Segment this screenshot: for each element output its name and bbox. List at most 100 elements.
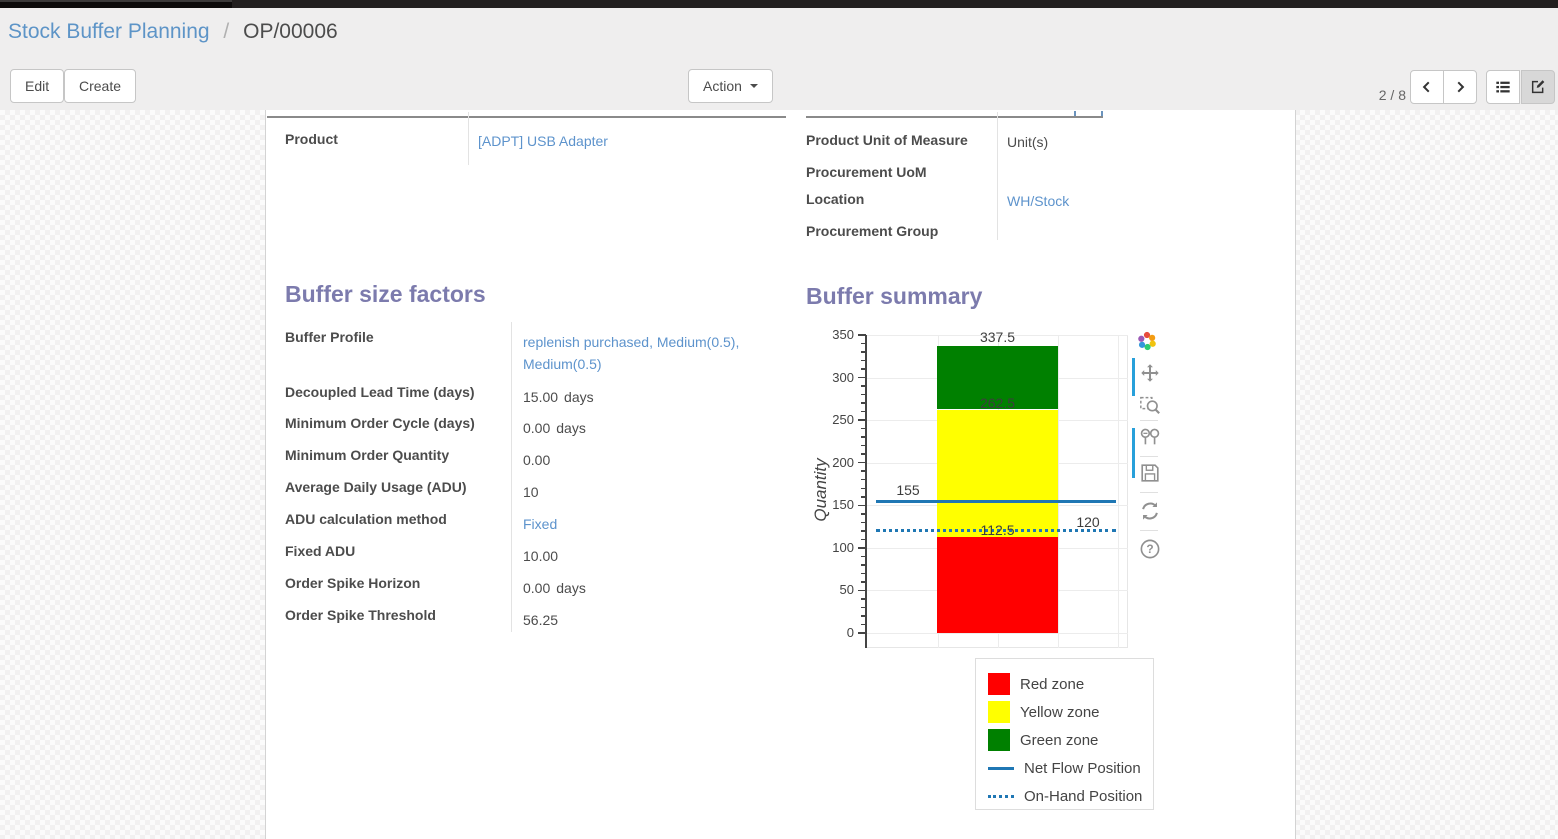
on-hand-position-line — [876, 529, 1116, 533]
action-button-label: Action — [703, 78, 742, 94]
y-axis-minor-tick — [861, 453, 866, 455]
chevron-left-icon — [1422, 81, 1430, 93]
factor-label: Average Daily Usage (ADU) — [285, 479, 467, 495]
factor-label: Minimum Order Quantity — [285, 447, 450, 463]
top-menu-bar — [0, 0, 1558, 8]
legend-item-green-zone[interactable]: Green zone — [976, 726, 1153, 754]
y-axis-major-tick — [858, 589, 866, 592]
pan-icon[interactable] — [1139, 362, 1161, 384]
factor-label: Order Spike Threshold — [285, 607, 436, 623]
chart-value-label: 120 — [1076, 513, 1100, 530]
list-view-switch-button[interactable] — [1486, 70, 1520, 104]
field-label: Procurement Group — [806, 223, 939, 239]
form-view-switch-button[interactable] — [1521, 70, 1555, 104]
factor-label: Minimum Order Cycle (days) — [285, 415, 475, 431]
chart-value-label: 337.5 — [979, 328, 1016, 345]
y-axis-tick-label: 300 — [832, 369, 854, 385]
field-label: Procurement UoM — [806, 164, 927, 180]
y-axis-minor-tick — [861, 572, 866, 575]
legend-line-swatch — [988, 766, 1014, 770]
clipped-text-descender — [1074, 111, 1076, 116]
field-value[interactable]: WH/Stock — [1007, 193, 1070, 209]
gridline-vertical — [1118, 335, 1119, 648]
caret-down-icon — [749, 84, 758, 88]
y-axis-minor-tick — [861, 538, 866, 541]
buffer-size-factors-title: Buffer size factors — [285, 281, 486, 307]
y-axis-minor-tick — [861, 359, 866, 362]
field-separator — [997, 112, 998, 240]
field-separator — [468, 112, 469, 165]
legend-item-on-hand-position[interactable]: On-Hand Position — [976, 782, 1153, 810]
pager-next-button[interactable] — [1443, 70, 1477, 104]
action-dropdown-button[interactable]: Action — [688, 69, 773, 103]
factor-value[interactable]: Fixed — [523, 516, 558, 532]
chevron-right-icon — [1457, 81, 1465, 93]
legend-swatch — [988, 701, 1010, 723]
y-axis-minor-tick — [861, 615, 866, 617]
factor-unit: days — [556, 580, 586, 596]
plotly-logo-icon[interactable] — [1136, 330, 1158, 352]
modebar-separator — [1140, 530, 1158, 531]
field-label: Product Unit of Measure — [806, 132, 968, 148]
legend-swatch — [988, 729, 1010, 751]
hover-compare-icon[interactable] — [1139, 426, 1161, 448]
y-axis-major-tick — [858, 504, 866, 507]
y-axis-tick-label: 250 — [832, 412, 854, 428]
chart-legend: Red zone Yellow zone Green zone Net Flow Po… — [975, 658, 1154, 810]
legend-label: Net Flow Position — [1024, 759, 1141, 777]
buffer-summary-title: Buffer summary — [806, 283, 983, 309]
modebar-separator — [1140, 420, 1158, 421]
gridline-horizontal — [866, 633, 1128, 634]
reset-axes-icon[interactable] — [1139, 500, 1161, 522]
yellow-zone-bar[interactable] — [937, 409, 1058, 538]
factor-value[interactable]: replenish purchased, Medium(0.5), Medium… — [523, 334, 740, 372]
legend-label: On-Hand Position — [1024, 787, 1143, 805]
edit-button[interactable]: Edit — [10, 69, 65, 103]
y-axis-minor-tick — [861, 402, 866, 404]
green-zone-bar[interactable] — [937, 345, 1058, 410]
clipped-row-remnant — [806, 116, 1103, 118]
svg-text:?: ? — [1146, 542, 1153, 556]
legend-swatch — [988, 673, 1010, 695]
breadcrumb-current: OP/00006 — [243, 20, 338, 43]
y-axis-minor-tick — [861, 478, 866, 481]
y-axis-minor-tick — [861, 342, 866, 345]
clipped-row-remnant — [267, 116, 786, 118]
y-axis-minor-tick — [861, 410, 866, 413]
y-axis-line — [865, 335, 867, 648]
list-view-icon — [1496, 81, 1510, 93]
box-zoom-icon[interactable] — [1139, 394, 1161, 416]
factor-unit: days — [564, 389, 594, 405]
chart-value-label: 112.5 — [980, 522, 1015, 539]
y-axis-major-tick — [858, 632, 866, 634]
modebar-active-indicator — [1132, 358, 1135, 396]
modebar-active-indicator — [1132, 428, 1135, 478]
breadcrumb-parent-link[interactable]: Stock Buffer Planning — [8, 20, 210, 43]
y-axis-minor-tick — [861, 393, 866, 396]
pager-previous-button[interactable] — [1410, 70, 1444, 104]
create-button[interactable]: Create — [64, 69, 137, 103]
pager-count: 2 / 8 — [1378, 87, 1406, 103]
legend-item-red-zone[interactable]: Red zone — [976, 670, 1153, 698]
y-axis-tick-label: 50 — [839, 582, 854, 598]
save-image-icon[interactable] — [1139, 462, 1161, 484]
red-zone-bar[interactable] — [937, 537, 1058, 633]
y-axis-minor-tick — [861, 606, 866, 609]
factor-value: 56.25 — [523, 612, 559, 628]
y-axis-minor-tick — [861, 487, 866, 489]
chart-value-label: 262.5 — [979, 394, 1016, 411]
help-icon[interactable]: ? — [1139, 538, 1161, 560]
y-axis-minor-tick — [861, 581, 866, 583]
y-axis-minor-tick — [861, 555, 866, 558]
legend-item-net-flow-position[interactable]: Net Flow Position — [976, 754, 1153, 782]
factor-label: ADU calculation method — [285, 511, 447, 527]
gridline-horizontal — [866, 335, 1128, 336]
legend-label: Yellow zone — [1020, 703, 1100, 721]
modebar-separator — [1140, 492, 1158, 493]
legend-label: Red zone — [1020, 675, 1085, 693]
field-value-product[interactable]: [ADPT] USB Adapter — [478, 133, 608, 149]
y-axis-minor-tick — [861, 598, 866, 600]
field-separator — [511, 322, 512, 632]
legend-item-yellow-zone[interactable]: Yellow zone — [976, 698, 1153, 726]
factor-value: 0.00 days — [523, 580, 586, 596]
